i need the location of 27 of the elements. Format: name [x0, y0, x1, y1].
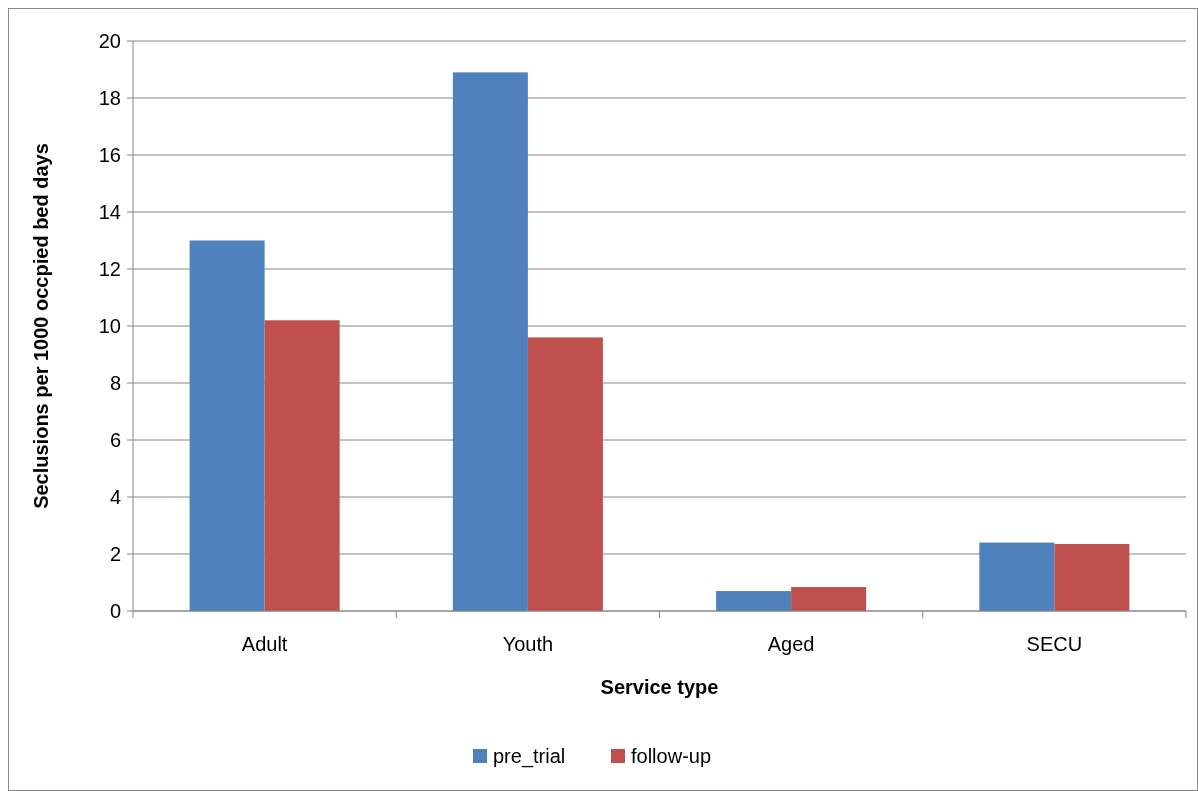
x-tick-label: SECU	[1026, 633, 1083, 655]
y-tick-label: 14	[98, 201, 121, 223]
y-tick-label: 0	[109, 600, 121, 622]
bar	[527, 337, 603, 611]
x-tick-label: Aged	[767, 633, 815, 655]
y-tick-label: 18	[98, 87, 121, 109]
y-tick-label: 4	[109, 486, 121, 508]
bar	[791, 587, 867, 611]
legend-label: follow-up	[631, 745, 712, 767]
bar	[452, 72, 528, 611]
y-axis-title: Seclusions per 1000 occpied bed days	[30, 143, 52, 509]
y-tick-label: 12	[98, 258, 121, 280]
y-tick-label: 10	[98, 315, 121, 337]
bar	[264, 320, 340, 611]
x-axis-title: Service type	[600, 676, 719, 698]
y-tick-label: 8	[109, 372, 121, 394]
legend-label: pre_trial	[493, 745, 566, 768]
y-tick-label: 20	[98, 30, 121, 52]
y-tick-label: 2	[109, 543, 121, 565]
y-tick-label: 6	[109, 429, 121, 451]
bar	[1054, 544, 1130, 611]
x-tick-label: Adult	[241, 633, 288, 655]
bar	[189, 240, 265, 611]
x-tick-label: Youth	[502, 633, 554, 655]
bar	[979, 542, 1055, 611]
bar	[716, 591, 792, 611]
y-tick-label: 16	[98, 144, 121, 166]
